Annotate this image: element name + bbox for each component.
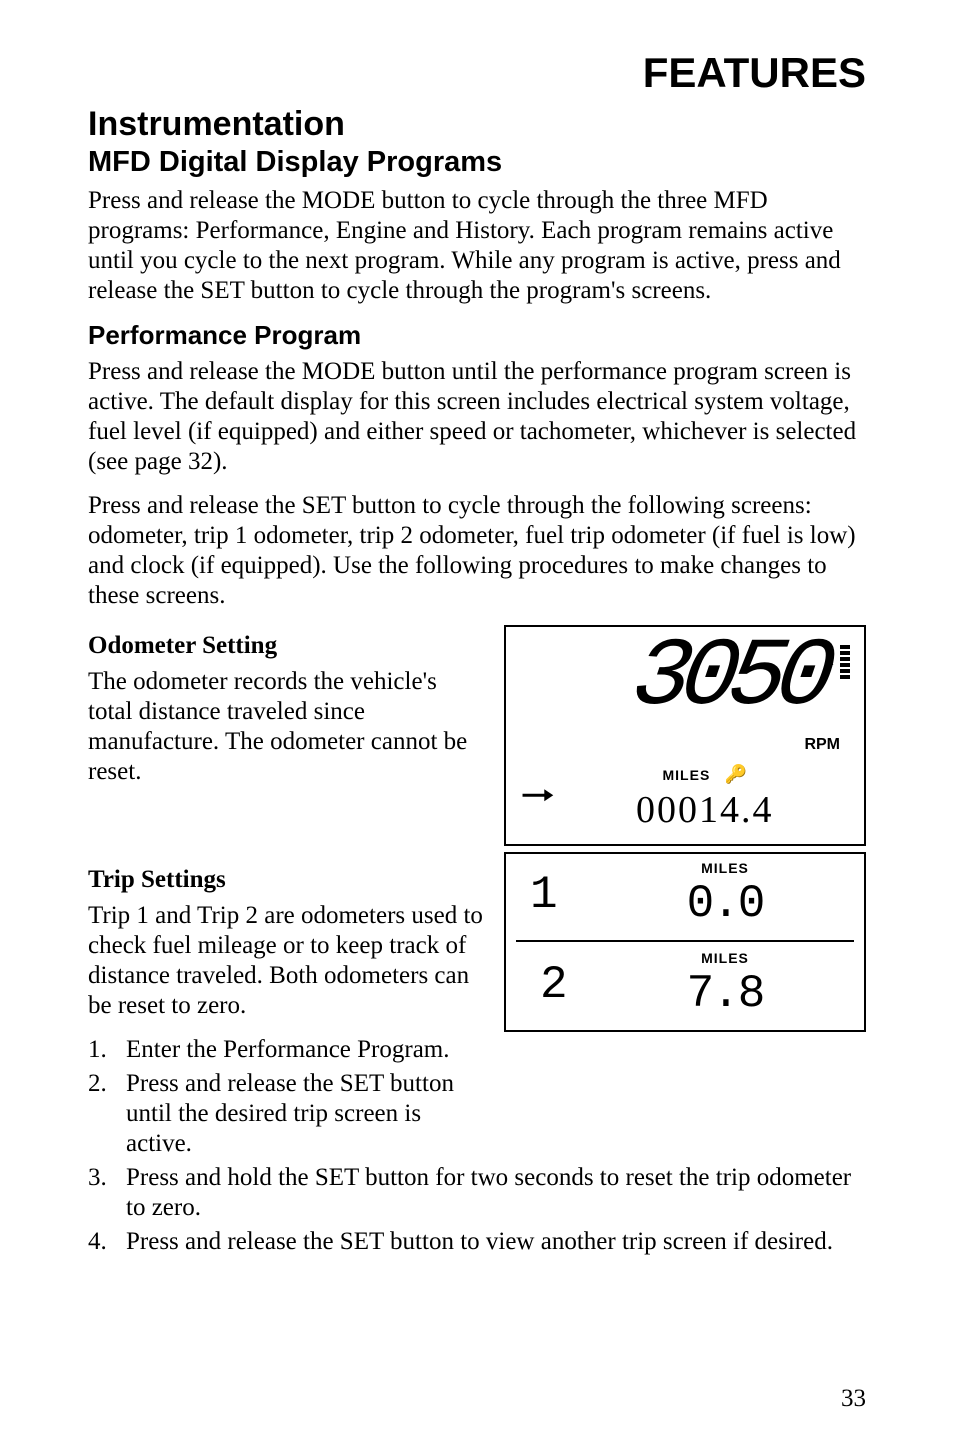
step-text: Press and release the SET button to view…	[126, 1227, 866, 1257]
lcd-trip-panel: 1 MILES 0.0 2 MILES 7.8	[504, 852, 866, 1032]
trip2-value: 7.8	[620, 967, 830, 1022]
step-number: 3.	[88, 1163, 126, 1223]
step-text: Enter the Performance Program.	[126, 1035, 484, 1065]
list-item: 1. Enter the Performance Program.	[88, 1035, 484, 1065]
arrow-right-icon: ➞	[520, 779, 555, 813]
odometer-setting-title: Odometer Setting	[88, 631, 484, 661]
step-text: Press and hold the SET button for two se…	[126, 1163, 866, 1223]
performance-paragraph-1: Press and release the MODE button until …	[88, 357, 866, 477]
lcd-odometer-value: 00014.4	[559, 788, 850, 834]
trip1-id: 1	[530, 868, 570, 923]
performance-program-title: Performance Program	[88, 320, 866, 351]
subsection-title: MFD Digital Display Programs	[88, 145, 866, 180]
seatbelt-icon: 🔑	[725, 764, 747, 784]
trip-settings-title: Trip Settings	[88, 865, 484, 895]
page-header-title: FEATURES	[88, 48, 866, 98]
list-item: 4. Press and release the SET button to v…	[88, 1227, 866, 1257]
intro-paragraph: Press and release the MODE button to cyc…	[88, 186, 866, 306]
step-text: Press and release the SET button until t…	[126, 1069, 484, 1159]
trip1-value: 0.0	[610, 877, 840, 932]
step-number: 4.	[88, 1227, 126, 1257]
trip1-miles-label: MILES	[610, 860, 840, 877]
performance-paragraph-2: Press and release the SET button to cycl…	[88, 491, 866, 611]
odometer-body: The odometer records the vehicle's total…	[88, 667, 484, 787]
trip-row-1: 1 MILES 0.0	[506, 854, 864, 940]
lcd-odometer-panel: 3050 +− RPM ➞ MILES 🔑 00014.4	[504, 625, 866, 846]
list-item: 2. Press and release the SET button unti…	[88, 1069, 484, 1159]
trip2-id: 2	[540, 958, 580, 1013]
list-item: 3. Press and hold the SET button for two…	[88, 1163, 866, 1223]
level-bars-icon	[840, 645, 850, 679]
section-title: Instrumentation	[88, 104, 866, 145]
trip-steps-list: 1. Enter the Performance Program. 2. Pre…	[88, 1035, 484, 1159]
trip2-miles-label: MILES	[620, 950, 830, 967]
page-number: 33	[841, 1384, 866, 1414]
lcd-rpm-value: 3050	[628, 635, 831, 721]
step-number: 1.	[88, 1035, 126, 1065]
trip-row-2: 2 MILES 7.8	[516, 940, 854, 1030]
step-number: 2.	[88, 1069, 126, 1159]
trip-body: Trip 1 and Trip 2 are odometers used to …	[88, 901, 484, 1021]
lcd-rpm-label: RPM	[520, 735, 850, 754]
lcd-miles-label: MILES	[663, 767, 711, 783]
trip-steps-list-continued: 3. Press and hold the SET button for two…	[88, 1163, 866, 1257]
